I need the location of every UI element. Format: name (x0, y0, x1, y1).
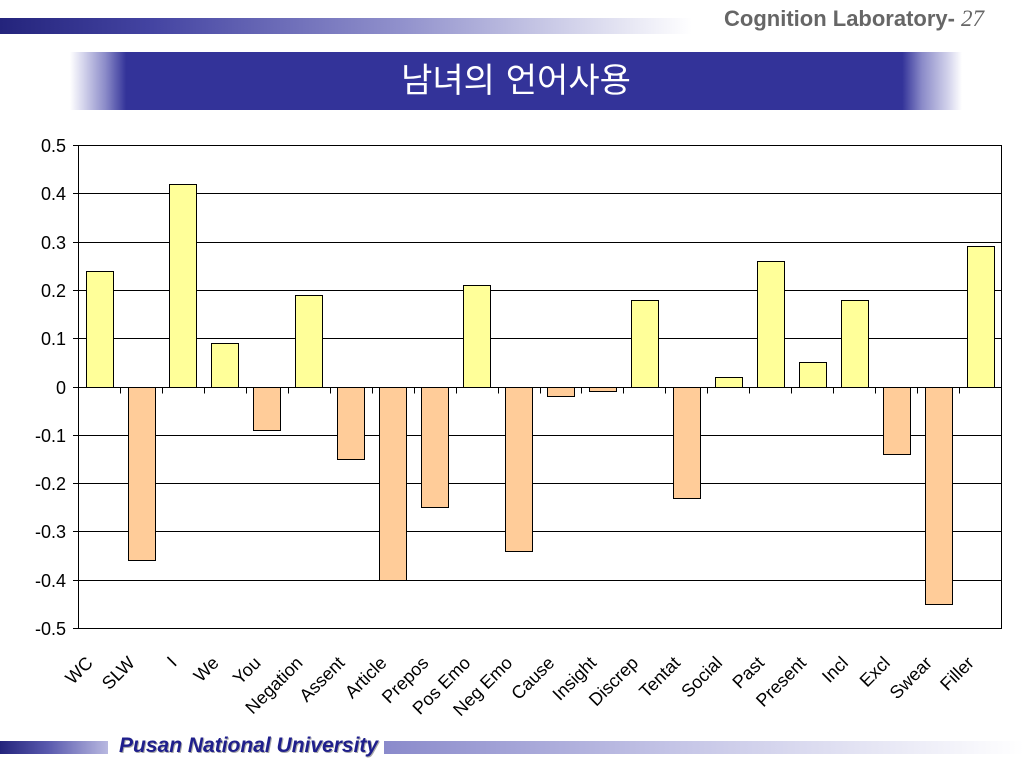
slide-title: 남녀의 언어사용 (401, 61, 631, 101)
bar-tentat (673, 387, 701, 499)
x-tick-label-wc: WC (61, 653, 96, 688)
x-tick-label-slw: SLW (98, 653, 139, 694)
y-tick-label: 0.3 (41, 233, 66, 253)
footer-stripe-left (0, 741, 108, 754)
y-tick-label: 0.2 (41, 281, 66, 301)
bar-past (757, 261, 785, 388)
bar-insight (589, 387, 617, 392)
x-tick-label-i: I (163, 653, 181, 671)
bar-article (379, 387, 407, 581)
bar-excl (883, 387, 911, 455)
header-stripe (0, 18, 692, 34)
y-tick-label: 0 (56, 378, 66, 398)
bar-chart: 0.5 0.4 0.3 0.2 0.1 0 -0.1 -0.2 -0.3 -0.4 -0.5 WC SL… (35, 136, 1002, 720)
x-tick-label-tentat: Tentat (635, 653, 684, 702)
bar-cause (547, 387, 575, 397)
title-band: 남녀의 언어사용 (70, 52, 962, 110)
bar-negation (295, 295, 323, 388)
y-tick-label: -0.5 (35, 619, 66, 639)
y-tick-label: 0.4 (41, 184, 66, 204)
y-tick-label: -0.3 (35, 522, 66, 542)
bar-present (799, 362, 827, 388)
bar-we (211, 343, 239, 388)
x-tick-label-cause: Cause (507, 653, 558, 704)
lab-name: Cognition Laboratory- (724, 6, 955, 31)
bar-filler (967, 246, 995, 388)
x-tick-label-incl: Incl (818, 653, 852, 687)
bar-slw (128, 387, 156, 561)
x-tick-label-swear: Swear (886, 653, 936, 703)
y-tick-label: -0.1 (35, 426, 66, 446)
bar-i (169, 184, 197, 388)
page-number: 27 (961, 6, 984, 31)
x-tick-label-filler: Filler (936, 653, 978, 695)
bar-discrep (631, 300, 659, 388)
x-tick-label-social: Social (677, 653, 726, 702)
y-tick-label: 0.5 (41, 136, 66, 156)
university-name: Pusan National University (119, 734, 379, 757)
bar-social (715, 377, 743, 388)
bar-swear (925, 387, 953, 605)
y-tick-label: -0.4 (35, 571, 66, 591)
bar-assent (337, 387, 365, 460)
bar-pos-emo (463, 285, 491, 388)
x-tick-label-assent: Assent (295, 653, 348, 706)
bar-prepos (421, 387, 449, 508)
y-tick-label: -0.2 (35, 474, 66, 494)
x-tick-label-we: We (190, 653, 223, 686)
header-label: Cognition Laboratory- 27 (724, 6, 984, 32)
bar-you (253, 387, 281, 431)
bar-neg-emo (505, 387, 533, 552)
footer-stripe-right (384, 741, 1024, 754)
bar-incl (841, 300, 869, 388)
plot-area-border (78, 145, 1002, 629)
x-tick-label-you: You (229, 653, 265, 689)
bar-wc (86, 271, 114, 388)
y-tick-label: 0.1 (41, 329, 66, 349)
